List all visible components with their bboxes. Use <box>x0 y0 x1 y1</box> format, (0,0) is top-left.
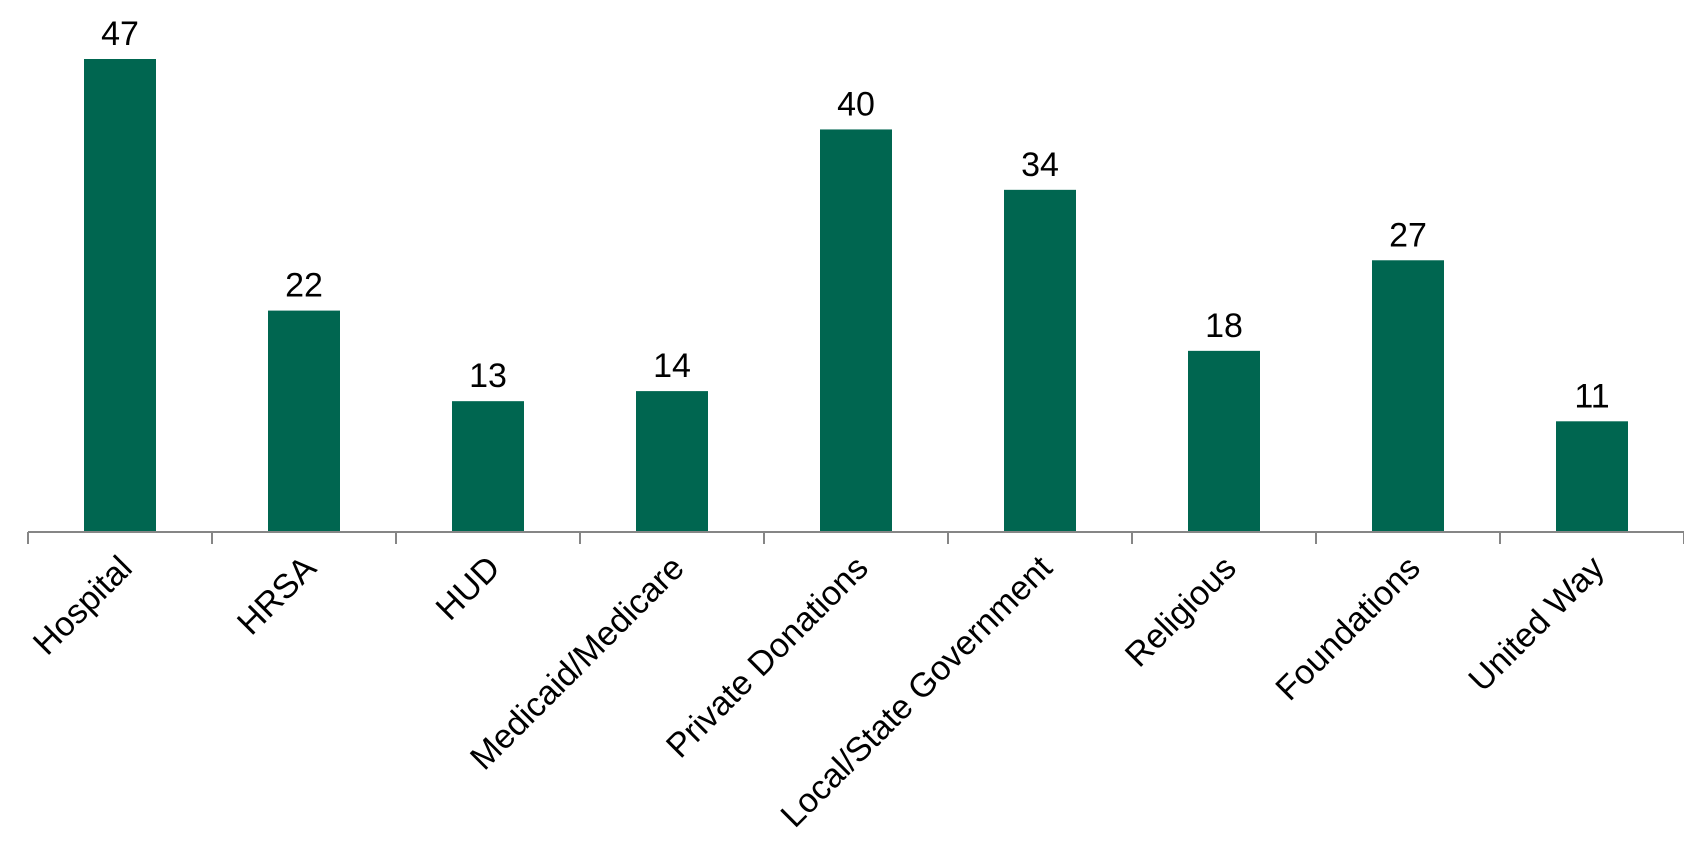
bar-medicaid-medicare <box>636 391 708 532</box>
bar-hospital <box>84 59 156 532</box>
bar-value-label: 27 <box>1389 216 1427 254</box>
bar-united-way <box>1556 421 1628 532</box>
x-tick-label: HRSA <box>230 549 324 643</box>
x-tick-label: Hospital <box>26 549 140 663</box>
bar-hrsa <box>268 310 340 532</box>
bar-value-label: 34 <box>1021 146 1059 184</box>
x-tick-label: HUD <box>429 549 508 628</box>
bar-value-label: 14 <box>653 347 691 385</box>
bar-value-label: 18 <box>1205 307 1243 345</box>
bar-value-label: 11 <box>1574 377 1609 415</box>
bar-value-label: 22 <box>285 267 323 305</box>
bar-value-label: 47 <box>101 15 139 53</box>
x-tick-label: Foundations <box>1268 549 1427 708</box>
bar-value-label: 13 <box>469 357 507 395</box>
x-tick-labels-group: Hospital HRSA HUDMedicaid/MedicarePrivate … <box>26 548 1612 835</box>
x-tick-label: United Way <box>1461 549 1611 699</box>
bar-value-label: 40 <box>837 85 875 123</box>
bar-foundations <box>1372 260 1444 532</box>
value-labels-group: 47 22 13 14 40 34 18 27 11 <box>101 15 1610 415</box>
bar-local-state-government <box>1004 189 1076 533</box>
bar-hud <box>452 401 524 532</box>
bar-private-donations <box>820 129 892 532</box>
x-tick-label: Private Donations <box>659 549 876 766</box>
bar-religious <box>1188 350 1260 532</box>
x-axis <box>27 531 1684 544</box>
x-tick-label: Religious <box>1118 549 1244 675</box>
bars-group <box>84 59 1628 533</box>
